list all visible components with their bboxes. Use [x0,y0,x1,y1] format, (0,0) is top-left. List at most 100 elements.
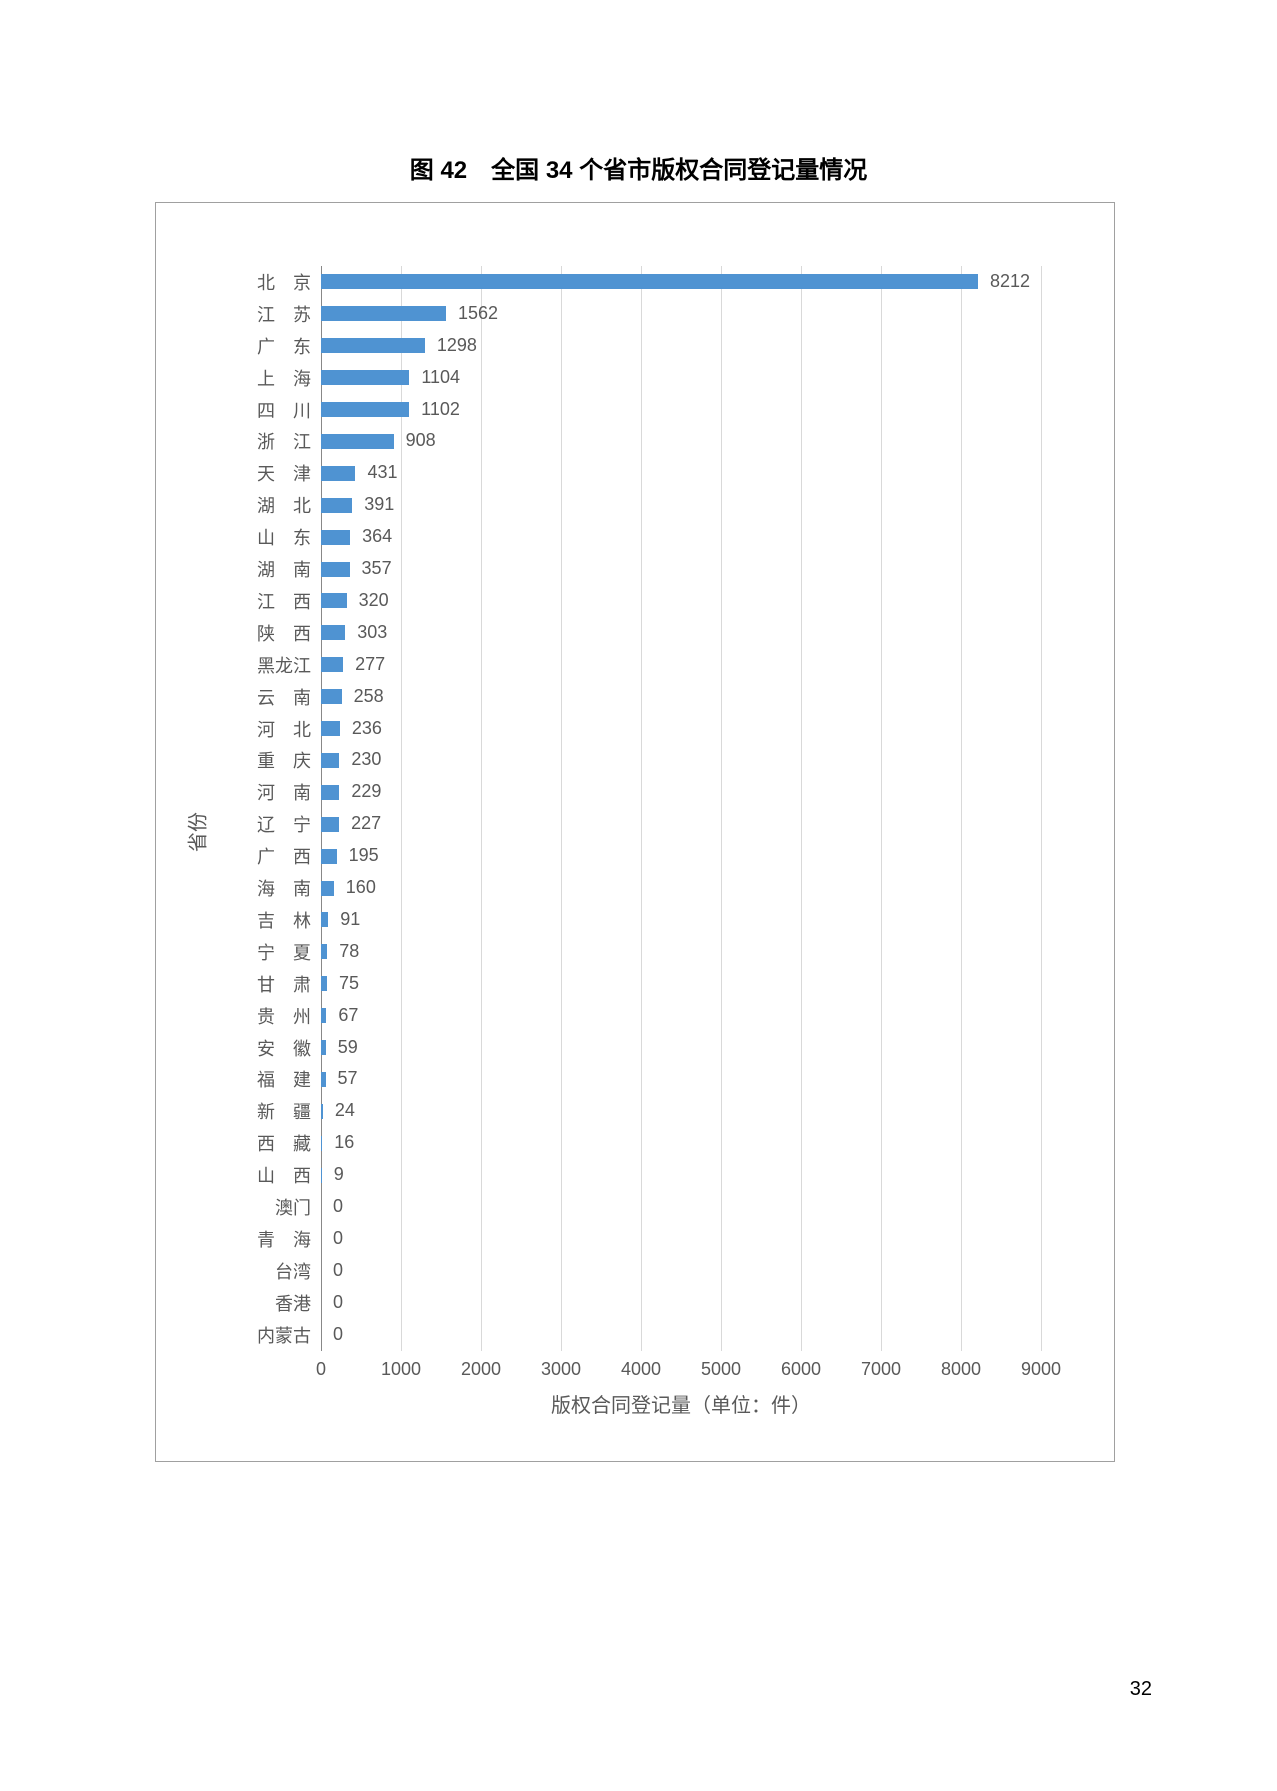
bar-value-label: 236 [352,718,382,739]
bar [321,721,340,736]
y-tick-label: 湖 南 [257,556,311,582]
bar [321,530,350,545]
bar [321,274,978,289]
bar-value-label: 0 [333,1260,343,1281]
y-tick-label: 陕 西 [257,620,311,646]
x-tick-label: 0 [316,1359,326,1380]
y-tick-label: 黑龙江 [257,652,311,678]
x-tick-label: 8000 [941,1359,981,1380]
gridline [561,266,562,1351]
y-tick-label: 四 川 [257,397,311,423]
x-axis-title: 版权合同登记量（单位：件） [551,1389,811,1418]
bar [321,498,352,513]
gridline [801,266,802,1351]
bar-value-label: 0 [333,1324,343,1345]
chart-title: 图 42 全国 34 个省市版权合同登记量情况 [0,150,1277,185]
y-tick-label: 吉 林 [257,907,311,933]
y-tick-label: 河 南 [257,779,311,805]
y-tick-label: 广 东 [257,333,311,359]
y-tick-label: 甘 肃 [257,971,311,997]
bar [321,1136,322,1151]
gridline [1041,266,1042,1351]
bar-value-label: 229 [351,781,381,802]
gridline [721,266,722,1351]
bar [321,466,355,481]
y-axis-title: 省份 [182,812,211,852]
x-tick-label: 1000 [381,1359,421,1380]
bar-value-label: 364 [362,526,392,547]
y-tick-label: 河 北 [257,716,311,742]
bar [321,944,327,959]
bar [321,785,339,800]
y-tick-label: 辽 宁 [257,811,311,837]
y-tick-label: 内蒙古 [257,1322,311,1348]
bar-value-label: 24 [335,1100,355,1121]
bar-value-label: 57 [338,1068,358,1089]
gridline [881,266,882,1351]
bar-value-label: 75 [339,973,359,994]
bar [321,976,327,991]
y-tick-label: 浙 江 [257,428,311,454]
y-tick-label: 海 南 [257,875,311,901]
bar-value-label: 78 [339,941,359,962]
bar [321,753,339,768]
bar-value-label: 0 [333,1292,343,1313]
y-tick-label: 湖 北 [257,492,311,518]
bar [321,562,350,577]
bar-value-label: 277 [355,654,385,675]
y-tick-label: 广 西 [257,843,311,869]
x-tick-label: 2000 [461,1359,501,1380]
chart-container: 省份 版权合同登记量（单位：件） 01000200030004000500060… [155,202,1115,1462]
bar [321,434,394,449]
x-tick-label: 9000 [1021,1359,1061,1380]
bar [321,657,343,672]
bar-value-label: 303 [357,622,387,643]
plot-area: 版权合同登记量（单位：件） 01000200030004000500060007… [321,266,1041,1351]
bar-value-label: 160 [346,877,376,898]
bar-value-label: 195 [349,845,379,866]
bar [321,881,334,896]
bar-value-label: 320 [359,590,389,611]
gridline [961,266,962,1351]
bar [321,1072,326,1087]
bar-value-label: 1102 [421,399,460,420]
y-tick-label: 西 藏 [257,1130,311,1156]
x-tick-label: 6000 [781,1359,821,1380]
gridline [641,266,642,1351]
bar-value-label: 431 [367,462,397,483]
bar-value-label: 258 [354,686,384,707]
y-tick-label: 贵 州 [257,1003,311,1029]
bar [321,593,347,608]
y-tick-label: 江 西 [257,588,311,614]
y-tick-label: 山 西 [257,1162,311,1188]
bar [321,1104,323,1119]
bar-value-label: 9 [334,1164,344,1185]
bar-value-label: 1298 [437,335,477,356]
bar [321,1008,326,1023]
page-number: 32 [1130,1678,1152,1701]
y-axis-line [321,266,322,1351]
y-tick-label: 天 津 [257,460,311,486]
bar-value-label: 67 [338,1005,358,1026]
bar [321,338,425,353]
y-tick-label: 青 海 [257,1226,311,1252]
bar-value-label: 908 [406,430,436,451]
bar [321,912,328,927]
gridline [481,266,482,1351]
bar [321,1040,326,1055]
bar [321,849,337,864]
x-tick-label: 5000 [701,1359,741,1380]
bar [321,625,345,640]
y-tick-label: 北 京 [257,269,311,295]
bar-value-label: 91 [340,909,360,930]
y-tick-label: 山 东 [257,524,311,550]
y-tick-label: 重 庆 [257,747,311,773]
y-tick-label: 安 徽 [257,1035,311,1061]
y-tick-label: 上 海 [257,365,311,391]
x-tick-label: 3000 [541,1359,581,1380]
bar-value-label: 230 [351,749,381,770]
bar-value-label: 0 [333,1196,343,1217]
bar-value-label: 8212 [990,271,1030,292]
bar-value-label: 227 [351,813,381,834]
y-tick-label: 新 疆 [257,1098,311,1124]
